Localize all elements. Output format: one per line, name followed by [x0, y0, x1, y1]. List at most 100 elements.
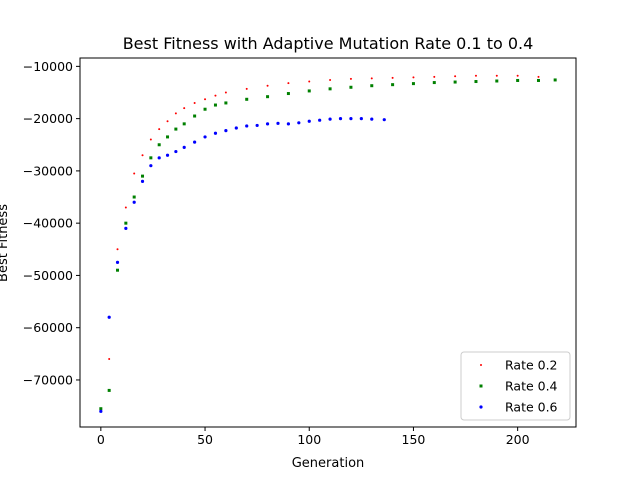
data-point [124, 206, 127, 209]
y-tick-label: −10000 [23, 59, 73, 74]
plot-area [79, 57, 577, 428]
data-point [203, 107, 207, 111]
data-point [149, 164, 153, 168]
data-point [287, 82, 290, 85]
data-point [149, 156, 153, 160]
data-point [328, 117, 332, 121]
series-layer [99, 74, 557, 413]
data-point [433, 75, 436, 78]
data-point [107, 315, 111, 319]
data-point [266, 95, 270, 99]
data-point [193, 114, 197, 118]
data-point [474, 74, 477, 77]
data-point [115, 260, 120, 264]
data-point [412, 76, 415, 79]
data-point [370, 84, 374, 88]
data-point [391, 76, 394, 79]
data-point [454, 75, 457, 78]
data-point [359, 117, 363, 121]
legend: Rate 0.2 Rate 0.4 Rate 0.6 [460, 351, 571, 421]
chart-title: Best Fitness with Adaptive Mutation Rate… [123, 34, 534, 53]
data-point [245, 87, 248, 90]
data-point [149, 138, 152, 141]
data-point [265, 122, 270, 126]
data-point [108, 358, 111, 361]
data-point [132, 200, 136, 204]
data-point [411, 82, 415, 86]
x-axis-label: Generation [292, 456, 365, 471]
data-point [536, 78, 540, 82]
data-point [370, 117, 374, 121]
data-point [203, 135, 207, 139]
data-point [140, 179, 145, 183]
data-point [328, 87, 332, 91]
data-point [204, 98, 207, 101]
data-point [307, 119, 311, 123]
data-point [349, 85, 353, 89]
data-point [157, 143, 161, 147]
data-point [166, 120, 169, 123]
data-point [266, 84, 269, 87]
data-point [349, 77, 352, 80]
data-point [116, 248, 119, 251]
y-axis-label: Best Fitness [0, 204, 11, 282]
data-point [183, 107, 186, 110]
y-tick-label: −70000 [23, 372, 73, 387]
data-point [99, 409, 103, 413]
data-point [224, 91, 227, 94]
y-tick-label: −60000 [23, 320, 73, 335]
data-point [308, 80, 311, 83]
data-point [370, 77, 373, 80]
data-point [516, 78, 520, 82]
y-tick-label: −30000 [23, 163, 73, 178]
data-point [141, 154, 144, 157]
data-point [307, 89, 311, 93]
axes-frame [79, 57, 577, 428]
data-point [553, 78, 557, 82]
data-point [474, 80, 478, 84]
legend-label: Rate 0.6 [505, 400, 558, 415]
data-point [107, 388, 111, 392]
x-tick-label: 100 [297, 432, 321, 447]
data-point [318, 118, 322, 122]
data-point [182, 122, 186, 126]
data-point [286, 92, 290, 96]
data-point [338, 117, 343, 121]
data-point [432, 81, 436, 85]
data-point [516, 74, 519, 77]
data-point [165, 153, 170, 157]
x-tick-label: 200 [506, 432, 530, 447]
data-point [182, 145, 186, 149]
data-point [245, 124, 249, 128]
data-point [245, 97, 249, 101]
y-tick-label: −40000 [23, 216, 73, 231]
y-tick-label: −50000 [23, 268, 73, 283]
data-point [124, 221, 128, 225]
data-point [116, 268, 120, 272]
data-point [255, 123, 259, 128]
data-point [214, 94, 217, 97]
data-point [158, 128, 161, 131]
data-point [286, 122, 291, 126]
data-point [391, 83, 395, 87]
data-point [132, 195, 136, 199]
data-point [224, 101, 228, 105]
data-point [213, 103, 217, 107]
data-point [537, 75, 540, 78]
data-point [174, 127, 178, 131]
data-point [133, 172, 136, 175]
data-point [174, 149, 178, 154]
data-point [141, 174, 145, 178]
data-point [213, 131, 218, 135]
y-tick-label: −20000 [23, 111, 73, 126]
legend-marker [479, 384, 483, 388]
x-tick-label: 50 [197, 432, 213, 447]
data-point [495, 79, 499, 83]
data-point [193, 101, 196, 104]
series-1 [99, 74, 540, 410]
data-point [276, 121, 280, 125]
legend-label: Rate 0.2 [505, 358, 558, 373]
data-point [124, 226, 128, 230]
data-point [157, 156, 161, 160]
